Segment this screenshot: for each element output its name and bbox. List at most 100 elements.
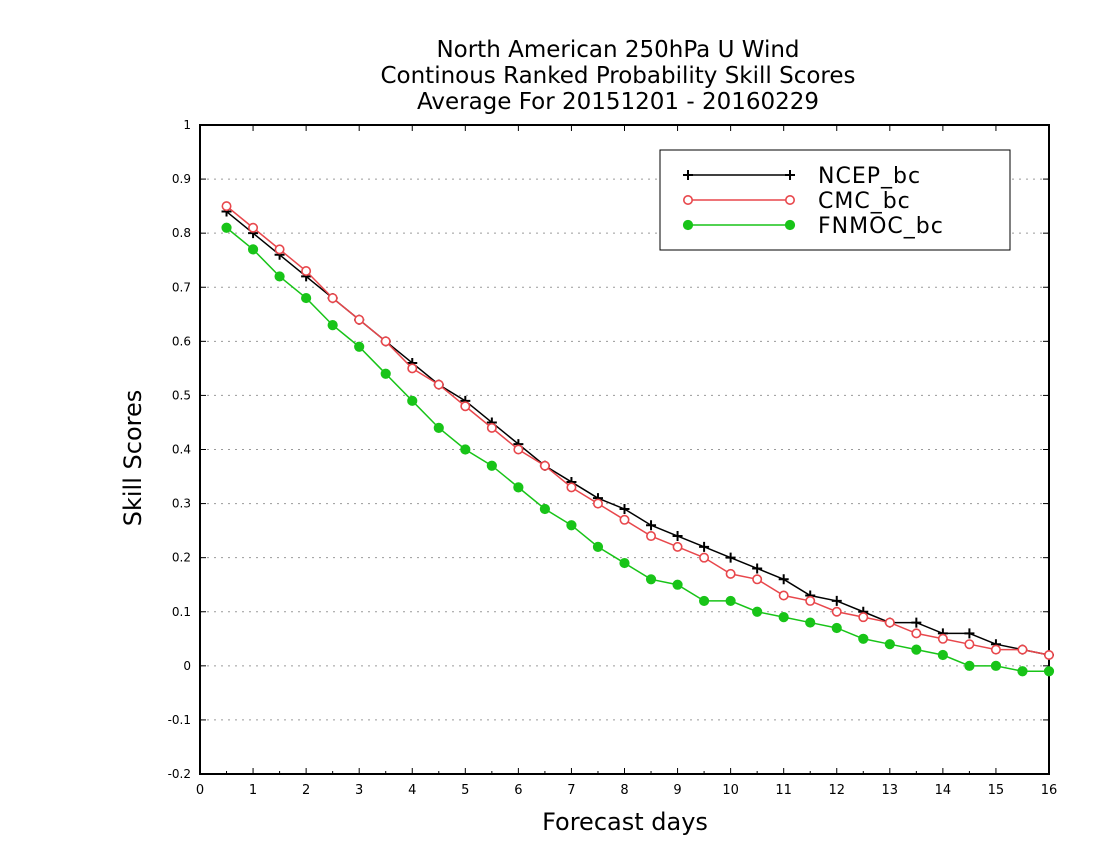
- x-tick-label: 4: [408, 783, 416, 798]
- x-tick-label: 9: [673, 783, 681, 798]
- data-point: [247, 244, 259, 255]
- data-point: [964, 660, 975, 671]
- data-point: [698, 595, 710, 607]
- data-point: [831, 622, 842, 634]
- legend-label: FNMOC_bc: [818, 214, 944, 239]
- data-point: [805, 617, 816, 628]
- data-point: [964, 639, 975, 650]
- x-tick-label: 2: [302, 783, 310, 798]
- y-tick-label: 0.8: [172, 226, 191, 240]
- data-point: [221, 201, 232, 212]
- data-point: [858, 633, 869, 644]
- data-point: [221, 222, 232, 233]
- data-point: [937, 633, 948, 644]
- data-point: [327, 293, 338, 304]
- chart-title-line-3: Average For 20151201 - 20160229: [416, 89, 820, 115]
- data-point: [248, 222, 259, 233]
- data-point: [964, 628, 975, 639]
- series-group: [221, 201, 1055, 677]
- data-point: [911, 617, 922, 628]
- data-point: [725, 552, 736, 563]
- data-point: [831, 595, 842, 606]
- data-point: [884, 639, 895, 650]
- data-point: [911, 628, 922, 639]
- series-NCEP_bc: [221, 206, 1054, 661]
- data-point: [1017, 644, 1028, 655]
- y-tick-label: -0.1: [168, 713, 191, 727]
- data-point: [725, 595, 736, 607]
- data-point: [699, 552, 710, 563]
- data-point: [911, 644, 922, 655]
- data-point: [513, 482, 524, 493]
- data-point: [1017, 666, 1028, 677]
- data-point: [486, 460, 497, 471]
- data-point: [778, 590, 789, 601]
- data-point: [592, 541, 604, 552]
- legend-marker: [784, 219, 796, 231]
- data-point: [619, 557, 630, 569]
- data-point: [831, 606, 842, 617]
- data-point: [752, 606, 763, 617]
- data-point: [539, 460, 550, 471]
- y-tick-label: 0.4: [172, 443, 191, 457]
- data-point: [858, 612, 869, 623]
- data-point: [1044, 650, 1055, 661]
- x-tick-label: 11: [775, 783, 792, 798]
- chart-title-line-2: Continous Ranked Probability Skill Score…: [380, 63, 856, 89]
- x-axis-label: Forecast days: [542, 808, 708, 836]
- data-point: [301, 292, 312, 304]
- y-axis-label: Skill Scores: [119, 389, 147, 527]
- data-point: [778, 574, 789, 585]
- data-point: [646, 531, 657, 542]
- data-point: [805, 595, 816, 606]
- data-point: [380, 368, 391, 379]
- data-point: [486, 422, 497, 433]
- series-FNMOC_bc: [221, 222, 1055, 677]
- data-point: [672, 579, 683, 590]
- x-tick-label: 1: [249, 783, 257, 798]
- y-tick-label: 0.2: [172, 551, 191, 565]
- legend-marker: [683, 170, 693, 180]
- series-line: [226, 205, 1050, 656]
- data-point: [274, 244, 285, 255]
- x-tick-label: 14: [935, 783, 952, 798]
- data-point: [354, 314, 365, 325]
- axes: -0.2-0.100.10.20.30.40.50.60.70.80.910 1 2…: [168, 118, 1058, 798]
- x-tick-label: 12: [828, 783, 845, 798]
- data-point: [752, 563, 763, 574]
- x-tick-label: 15: [988, 783, 1005, 798]
- x-tick-label: 8: [620, 783, 628, 798]
- legend-marker: [785, 170, 795, 180]
- legend-marker: [784, 195, 795, 206]
- data-point: [407, 395, 418, 406]
- data-point: [699, 541, 710, 552]
- series-CMC_bc: [221, 201, 1055, 661]
- data-point: [274, 271, 285, 282]
- x-tick-label: 10: [722, 783, 739, 798]
- data-point: [937, 649, 948, 661]
- data-point: [672, 531, 683, 542]
- data-point: [778, 612, 789, 623]
- data-point: [672, 541, 683, 552]
- data-point: [884, 617, 895, 628]
- data-point: [725, 568, 736, 579]
- chart-title-line-1: North American 250hPa U Wind: [436, 37, 800, 63]
- x-tick-label: 13: [882, 783, 899, 798]
- data-point: [619, 503, 630, 514]
- x-tick-label: 16: [1041, 783, 1058, 798]
- data-point: [619, 514, 630, 525]
- y-tick-label: 0.3: [172, 497, 191, 511]
- x-tick-label: 7: [567, 783, 575, 798]
- data-point: [460, 444, 471, 455]
- legend-entry: NCEP_bc: [683, 164, 920, 189]
- x-tick-label: 5: [461, 783, 469, 798]
- data-point: [433, 422, 444, 433]
- y-tick-label: 0.9: [172, 172, 191, 186]
- legend-entry: FNMOC_bc: [682, 214, 944, 239]
- data-point: [380, 336, 391, 347]
- data-point: [566, 520, 577, 531]
- y-tick-label: -0.2: [168, 767, 191, 781]
- plot-frame: [199, 124, 1050, 775]
- series-line: [226, 210, 1050, 656]
